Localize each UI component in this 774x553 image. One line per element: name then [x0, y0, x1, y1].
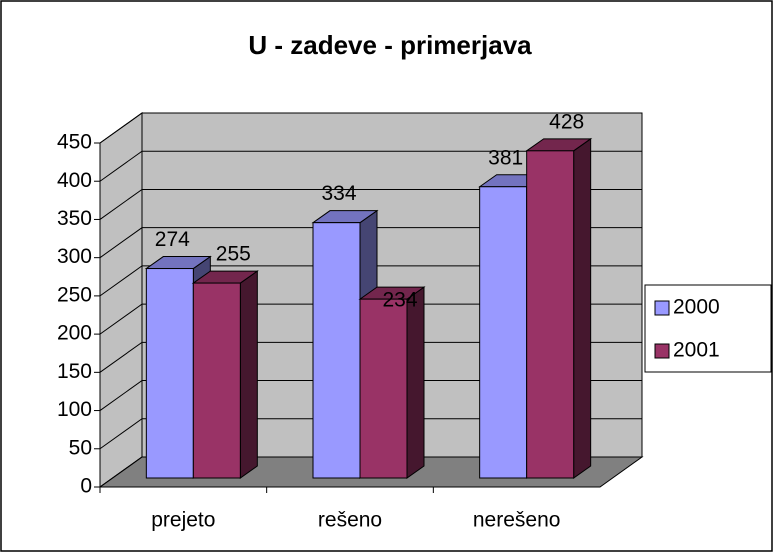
- y-tick-label: 50: [69, 436, 92, 459]
- side-wall: [99, 112, 143, 488]
- y-tick-label: 450: [57, 131, 92, 154]
- legend-label: 2000: [673, 296, 720, 319]
- bar: [312, 222, 361, 479]
- bar: [526, 150, 575, 479]
- y-tick-label: 250: [57, 283, 92, 306]
- legend-swatch: [654, 343, 670, 359]
- data-label: 334: [321, 182, 356, 205]
- bar-side: [406, 286, 425, 479]
- grid-line: [99, 227, 642, 259]
- x-tick-label: prejeto: [151, 509, 215, 532]
- grid-line: [99, 418, 642, 450]
- data-label: 381: [488, 146, 523, 169]
- legend-label: 2001: [673, 339, 720, 362]
- bar-side: [239, 270, 258, 479]
- bar: [479, 186, 528, 479]
- chart-title: U - zadeve - primerjava: [248, 30, 532, 60]
- data-label: 274: [155, 228, 190, 251]
- grid-line: [99, 341, 642, 373]
- grid-line: [99, 265, 642, 297]
- y-tick-label: 350: [57, 207, 92, 230]
- grid-line: [99, 380, 642, 411]
- grid-line: [99, 112, 642, 144]
- data-label: 255: [216, 243, 251, 266]
- x-tick-label: rešeno: [318, 509, 382, 532]
- bar-side: [573, 137, 592, 479]
- x-tick-label: nerešeno: [473, 509, 561, 532]
- y-tick-label: 150: [57, 360, 92, 383]
- grid-line: [99, 188, 642, 220]
- y-tick-label: 100: [57, 398, 92, 421]
- y-tick-label: 400: [57, 169, 92, 192]
- bar: [192, 282, 241, 479]
- bar: [145, 268, 194, 479]
- bar: [359, 298, 408, 479]
- grid-line: [99, 456, 642, 488]
- data-label: 234: [382, 289, 417, 312]
- grid-line: [99, 303, 642, 335]
- grid-line: [99, 150, 642, 182]
- y-tick-label: 300: [57, 245, 92, 268]
- y-tick-label: 200: [57, 322, 92, 345]
- legend-swatch: [654, 300, 670, 316]
- data-label: 428: [549, 110, 584, 133]
- y-tick-label: 0: [80, 475, 92, 498]
